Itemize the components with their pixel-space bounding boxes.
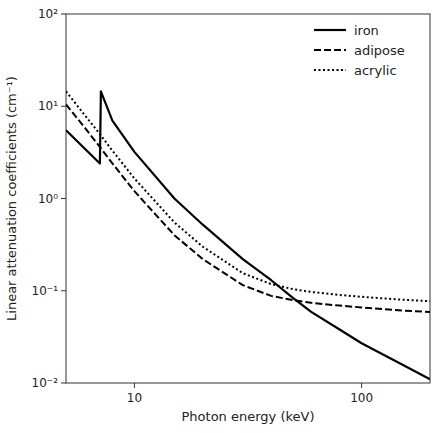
legend: iron adipose acrylic bbox=[314, 23, 405, 78]
y-tick bbox=[61, 14, 66, 15]
background bbox=[0, 0, 444, 433]
series-group bbox=[66, 91, 430, 379]
y-tick-label: 10⁰ bbox=[38, 192, 58, 206]
x-axis-label: Photon energy (keV) bbox=[182, 409, 315, 424]
y-tick bbox=[61, 198, 66, 199]
y-tick-label: 10⁻² bbox=[32, 376, 59, 390]
series-line bbox=[66, 91, 430, 379]
series-line bbox=[66, 91, 430, 301]
legend-handle bbox=[314, 49, 346, 51]
legend-handle bbox=[314, 29, 346, 31]
series-line bbox=[66, 104, 430, 312]
y-tick bbox=[61, 106, 66, 107]
y-tick-label: 10⁻¹ bbox=[32, 284, 59, 298]
x-tick-label: 10 bbox=[127, 391, 142, 405]
legend-handle bbox=[314, 69, 346, 71]
y-tick-label: 10¹ bbox=[38, 99, 58, 113]
legend-label: acrylic bbox=[354, 63, 397, 78]
axes: 10 100 10⁻² 10⁻¹ 10⁰ 10¹ 10² bbox=[32, 7, 373, 405]
legend-label: iron bbox=[354, 23, 379, 38]
x-tick bbox=[134, 383, 135, 388]
plot-frame bbox=[66, 14, 430, 383]
y-tick bbox=[61, 383, 66, 384]
legend-label: adipose bbox=[354, 43, 405, 58]
x-tick-label: 100 bbox=[350, 391, 373, 405]
chart: 10 100 10⁻² 10⁻¹ 10⁰ 10¹ 10² Photon energy (keV… bbox=[0, 0, 444, 433]
y-tick-label: 10² bbox=[38, 7, 58, 21]
y-tick bbox=[61, 290, 66, 291]
x-tick bbox=[361, 383, 362, 388]
y-axis-label: Linear attenuation coefficients (cm⁻¹) bbox=[4, 76, 19, 321]
